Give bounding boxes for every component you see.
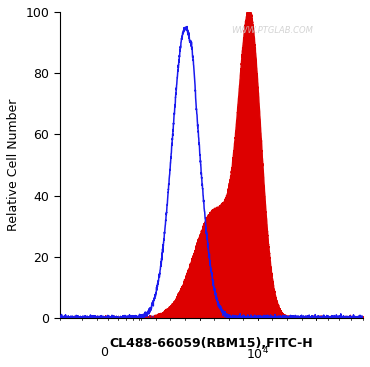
Text: WWW.PTGLAB.COM: WWW.PTGLAB.COM <box>231 26 313 35</box>
Text: 0: 0 <box>100 346 108 359</box>
X-axis label: CL488-66059(RBM15),FITC-H: CL488-66059(RBM15),FITC-H <box>110 338 313 350</box>
Text: $10^4$: $10^4$ <box>246 346 269 362</box>
Y-axis label: Relative Cell Number: Relative Cell Number <box>7 99 20 231</box>
